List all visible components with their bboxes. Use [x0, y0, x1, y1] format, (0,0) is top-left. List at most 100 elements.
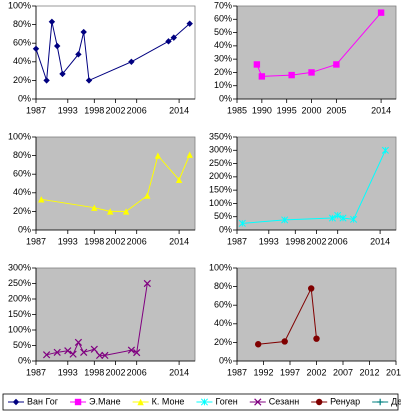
data-point: [53, 348, 61, 356]
data-point: [122, 208, 130, 215]
y-tick-label: 20%: [13, 206, 31, 216]
data-point: [238, 219, 246, 227]
data-point: [91, 204, 98, 211]
data-point: [186, 151, 193, 158]
data-point: [69, 350, 77, 358]
legend-label: Гоген: [215, 396, 237, 406]
y-tick-label: 300%: [209, 145, 232, 155]
x-tick-label: 1998: [84, 367, 104, 377]
legend-label: Ренуар: [330, 396, 360, 406]
legend-marker: [12, 398, 20, 406]
y-tick-label: 250%: [8, 278, 31, 288]
data-point: [334, 211, 342, 219]
data-point: [101, 351, 109, 360]
x-tick-label: 2007: [333, 367, 353, 377]
y-tick-label: 60%: [13, 38, 31, 48]
data-point: [308, 69, 315, 76]
y-tick-label: 0%: [219, 93, 232, 103]
x-tick-label: 2006: [328, 236, 348, 246]
x-tick-label: 1997: [280, 367, 300, 377]
legend-marker: [137, 398, 144, 406]
x-tick-label: 1987: [227, 367, 247, 377]
y-tick-label: 0%: [18, 93, 31, 103]
data-point: [175, 176, 183, 183]
x-tick-label: 2002: [105, 367, 125, 377]
plot-area: [35, 5, 196, 100]
y-tick-label: 0%: [18, 224, 31, 234]
y-tick-label: 20%: [214, 337, 232, 347]
data-point: [80, 28, 87, 36]
x-tick-label: 1995: [277, 105, 297, 115]
x-tick-label: 2002: [105, 105, 125, 115]
x-tick-label: 1992: [253, 367, 273, 377]
y-tick-label: 200%: [8, 293, 31, 303]
data-point: [42, 351, 51, 359]
data-point: [59, 70, 66, 78]
x-tick-label: 1987: [26, 367, 46, 377]
data-point: [128, 58, 135, 65]
data-point: [165, 38, 172, 45]
y-tick-label: 80%: [13, 19, 31, 29]
legend-marker: [200, 398, 208, 406]
x-tick-label: 2002: [306, 367, 326, 377]
y-tick-label: 350%: [209, 131, 232, 141]
data-point: [95, 351, 104, 360]
x-tick-label: 1993: [58, 105, 78, 115]
series-line: [258, 286, 317, 345]
y-tick-label: 100%: [8, 324, 31, 334]
x-tick-label: 1985: [227, 105, 247, 115]
data-point: [143, 279, 151, 288]
y-tick-label: 300%: [8, 262, 31, 272]
y-tick-label: 80%: [214, 281, 232, 291]
data-point: [186, 20, 193, 27]
x-tick-label: 2014: [169, 367, 189, 377]
y-tick-label: 0%: [219, 224, 232, 234]
y-tick-label: 30%: [214, 54, 232, 64]
x-tick-label: 1993: [58, 367, 78, 377]
y-tick-label: 20%: [13, 75, 31, 85]
plot-area: [35, 267, 196, 362]
data-point: [43, 77, 50, 84]
data-point: [154, 152, 162, 159]
x-tick-label: 2002: [306, 236, 326, 246]
legend-label: Сезанн: [269, 396, 299, 406]
series-line: [41, 154, 191, 212]
y-tick-label: 60%: [214, 300, 232, 310]
x-tick-label: 1987: [227, 236, 247, 246]
data-point: [255, 341, 262, 348]
x-tick-label: 2012: [359, 367, 379, 377]
legend-label: Э.Мане: [89, 396, 121, 406]
data-point: [54, 42, 61, 50]
y-tick-label: 70%: [214, 0, 232, 10]
y-tick-label: 40%: [13, 187, 31, 197]
x-tick-label: 2014: [169, 236, 189, 246]
y-tick-label: 50%: [214, 27, 232, 37]
legend-marker: [74, 398, 82, 406]
x-tick-label: 2006: [127, 105, 147, 115]
y-tick-label: 40%: [214, 40, 232, 50]
y-tick-label: 50%: [13, 340, 31, 350]
data-point: [339, 214, 347, 222]
y-tick-label: 150%: [209, 185, 232, 195]
y-tick-label: 250%: [209, 158, 232, 168]
y-tick-label: 0%: [18, 355, 31, 365]
legend-label: Дега: [391, 396, 401, 406]
data-point: [253, 61, 261, 68]
data-point: [32, 45, 40, 52]
x-tick-label: 1998: [84, 105, 104, 115]
data-point: [381, 146, 389, 154]
data-point: [64, 347, 72, 355]
data-point: [107, 208, 114, 215]
y-tick-label: 20%: [214, 67, 232, 77]
data-point: [74, 338, 83, 347]
x-tick-label: 1990: [252, 105, 272, 115]
data-point: [85, 77, 93, 84]
x-tick-label: 1987: [26, 105, 46, 115]
x-tick-label: 1998: [84, 236, 104, 246]
plot-area: [236, 5, 397, 100]
y-tick-label: 80%: [13, 150, 31, 160]
x-tick-label: 1993: [58, 236, 78, 246]
x-tick-label: 2002: [105, 236, 125, 246]
data-point: [313, 335, 320, 342]
